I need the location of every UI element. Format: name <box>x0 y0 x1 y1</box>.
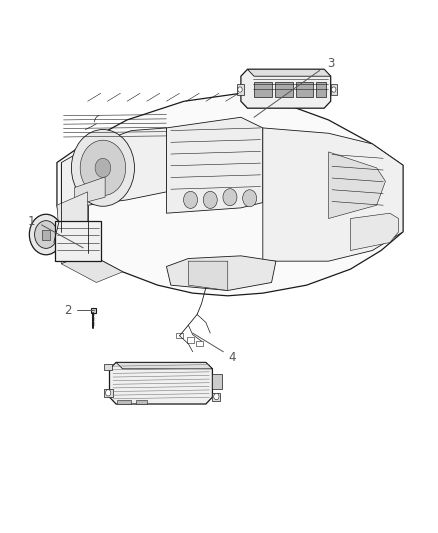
Bar <box>296 82 313 97</box>
Bar <box>176 333 183 338</box>
Circle shape <box>35 221 57 248</box>
Polygon shape <box>57 93 403 296</box>
Circle shape <box>184 191 198 208</box>
Bar <box>254 82 272 97</box>
Polygon shape <box>166 256 276 290</box>
Polygon shape <box>263 128 403 261</box>
Text: 2: 2 <box>64 304 72 317</box>
Bar <box>237 84 244 95</box>
Polygon shape <box>61 253 123 282</box>
Circle shape <box>238 87 242 92</box>
Bar <box>42 230 50 240</box>
Polygon shape <box>241 69 331 108</box>
Circle shape <box>332 87 336 92</box>
Text: 3: 3 <box>327 58 334 70</box>
Bar <box>212 393 220 401</box>
Bar <box>117 400 131 404</box>
Polygon shape <box>74 177 105 205</box>
Polygon shape <box>247 69 331 76</box>
Bar <box>104 364 112 370</box>
Circle shape <box>80 140 126 196</box>
Bar <box>187 337 194 343</box>
Polygon shape <box>57 192 88 264</box>
Bar <box>212 374 222 389</box>
Polygon shape <box>166 117 263 213</box>
Polygon shape <box>350 213 399 251</box>
Circle shape <box>243 190 257 207</box>
Circle shape <box>203 191 217 208</box>
Circle shape <box>29 214 63 255</box>
Polygon shape <box>110 362 212 404</box>
Polygon shape <box>188 261 228 290</box>
Bar <box>275 82 293 97</box>
Text: 1: 1 <box>28 215 35 228</box>
Bar <box>136 400 147 404</box>
Bar <box>331 84 337 95</box>
Polygon shape <box>55 221 101 261</box>
Polygon shape <box>328 152 385 219</box>
Circle shape <box>71 130 134 206</box>
Bar <box>196 341 203 346</box>
Text: 4: 4 <box>228 351 236 364</box>
Bar <box>316 82 326 97</box>
Circle shape <box>223 189 237 206</box>
Polygon shape <box>61 128 166 205</box>
Bar <box>91 308 96 313</box>
Circle shape <box>106 390 111 396</box>
Circle shape <box>214 393 219 400</box>
Bar <box>104 389 113 397</box>
Polygon shape <box>116 362 212 369</box>
Circle shape <box>95 158 111 177</box>
